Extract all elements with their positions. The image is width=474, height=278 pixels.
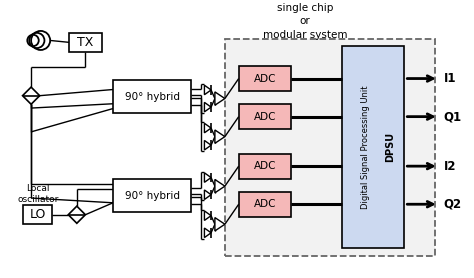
Bar bbox=[239, 192, 291, 217]
Text: TX: TX bbox=[77, 36, 93, 49]
Text: ADC: ADC bbox=[254, 161, 276, 171]
Polygon shape bbox=[215, 92, 225, 105]
Text: single chip
or
modular system: single chip or modular system bbox=[263, 3, 347, 39]
Bar bbox=[225, 39, 435, 256]
Bar bbox=[113, 180, 191, 212]
Bar bbox=[113, 80, 191, 113]
Text: ADC: ADC bbox=[254, 199, 276, 209]
Polygon shape bbox=[215, 180, 225, 193]
Bar bbox=[239, 104, 291, 129]
Text: DPSU: DPSU bbox=[385, 132, 396, 162]
Text: Local
oscillator: Local oscillator bbox=[17, 184, 58, 204]
Text: 90° hybrid: 90° hybrid bbox=[125, 92, 180, 102]
Polygon shape bbox=[23, 87, 40, 104]
Text: Q2: Q2 bbox=[444, 198, 462, 211]
Polygon shape bbox=[68, 206, 85, 223]
Bar bbox=[239, 154, 291, 178]
Text: I2: I2 bbox=[444, 160, 456, 173]
Text: I1: I1 bbox=[444, 72, 456, 85]
Text: LO: LO bbox=[29, 208, 46, 221]
Text: ADC: ADC bbox=[254, 112, 276, 122]
Text: 90° hybrid: 90° hybrid bbox=[125, 191, 180, 201]
Polygon shape bbox=[215, 218, 225, 231]
Text: ADC: ADC bbox=[254, 74, 276, 84]
Bar bbox=[24, 205, 52, 224]
Bar bbox=[69, 33, 101, 52]
Bar bbox=[239, 66, 291, 91]
Polygon shape bbox=[215, 130, 225, 143]
Text: Digital Signal Processing Unit: Digital Signal Processing Unit bbox=[361, 85, 370, 209]
Text: Q1: Q1 bbox=[444, 110, 462, 123]
Bar bbox=[342, 46, 404, 248]
